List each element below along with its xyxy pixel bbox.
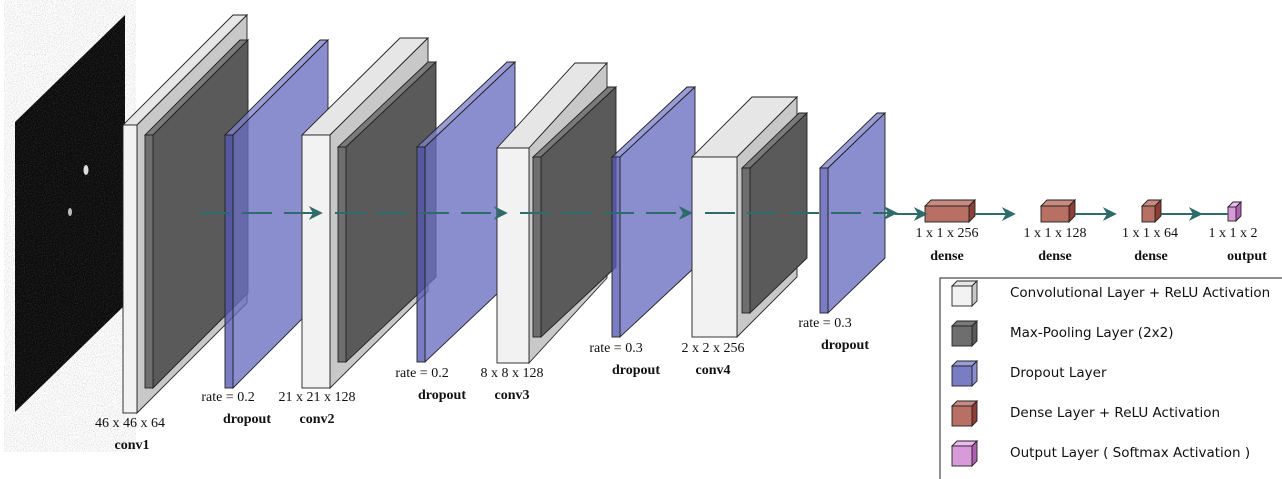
layer-name: output bbox=[1227, 249, 1267, 264]
layer-name: dropout bbox=[223, 412, 271, 427]
layer-name: conv2 bbox=[300, 412, 335, 427]
layer-size: 8 x 8 x 128 bbox=[481, 366, 544, 381]
dropout-layer bbox=[611, 156, 621, 338]
legend-icon bbox=[971, 319, 978, 348]
legend-icon bbox=[951, 445, 973, 467]
legend-icons bbox=[950, 279, 979, 468]
legend-icon bbox=[951, 405, 973, 427]
layer-name: conv1 bbox=[115, 438, 150, 453]
layer-name: dropout bbox=[821, 338, 869, 353]
legend-icon bbox=[951, 285, 973, 307]
arrows bbox=[200, 206, 1228, 221]
legend-icon bbox=[971, 439, 978, 468]
legend-text: Max-Pooling Layer (2x2) bbox=[1010, 325, 1174, 341]
layer-labels: 46 x 46 x 64 conv1 rate = 0.2 dropout 21… bbox=[95, 226, 1267, 453]
layer-size: 1 x 1 x 256 bbox=[916, 226, 979, 241]
pooling-layer bbox=[741, 167, 751, 314]
input-blob bbox=[83, 165, 89, 175]
layer-size: 1 x 1 x 128 bbox=[1024, 226, 1087, 241]
dense-layer bbox=[1040, 205, 1070, 223]
dropout-layer bbox=[224, 134, 234, 389]
legend-text: Dropout Layer bbox=[1010, 365, 1107, 381]
legend-icon bbox=[951, 365, 973, 387]
layer-name: dropout bbox=[612, 363, 660, 378]
layer-size: 46 x 46 x 64 bbox=[95, 416, 165, 431]
layer-size: rate = 0.3 bbox=[798, 316, 851, 331]
legend-icon bbox=[971, 399, 978, 428]
dense-layer bbox=[923, 199, 977, 207]
layer-size: rate = 0.3 bbox=[589, 341, 642, 356]
legend-icon bbox=[971, 279, 978, 308]
legend-icon bbox=[971, 359, 978, 388]
layer-shapes bbox=[15, 13, 1243, 415]
legend-icon bbox=[951, 325, 973, 347]
legend-text: Dense Layer + ReLU Activation bbox=[1010, 405, 1220, 421]
legend-text: Convolutional Layer + ReLU Activation bbox=[1010, 285, 1270, 301]
layer-size: 2 x 2 x 256 bbox=[682, 341, 745, 356]
layer-name: dropout bbox=[418, 388, 466, 403]
conv-layer bbox=[122, 124, 138, 414]
conv-layer bbox=[301, 134, 331, 389]
layer-name: dense bbox=[930, 249, 963, 264]
input-blob bbox=[68, 208, 72, 216]
layer-size: 21 x 21 x 128 bbox=[279, 390, 356, 405]
output-layer bbox=[1227, 206, 1237, 222]
layer-name: dense bbox=[1038, 249, 1071, 264]
pooling-layer bbox=[337, 146, 347, 363]
conv-layer bbox=[691, 156, 738, 338]
dense-layer bbox=[924, 205, 970, 223]
conv-layer bbox=[496, 147, 530, 364]
layer-name: conv3 bbox=[495, 388, 530, 403]
layer-size: 1 x 1 x 64 bbox=[1122, 226, 1178, 241]
layer-name: dense bbox=[1134, 249, 1167, 264]
dropout-layer bbox=[416, 146, 426, 363]
layer-size: 1 x 1 x 2 bbox=[1209, 226, 1258, 241]
layer-name: conv4 bbox=[696, 363, 731, 378]
pooling-layer bbox=[532, 156, 542, 338]
dense-layer bbox=[1141, 205, 1156, 223]
legend-frame bbox=[939, 277, 1282, 479]
legend-text: Output Layer ( Softmax Activation ) bbox=[1010, 445, 1250, 461]
legend: Convolutional Layer + ReLU Activation Ma… bbox=[939, 277, 1282, 479]
pooling-layer bbox=[144, 134, 154, 389]
layer-size: rate = 0.2 bbox=[201, 390, 254, 405]
dropout-layer bbox=[819, 167, 829, 314]
layer-size: rate = 0.2 bbox=[395, 366, 448, 381]
